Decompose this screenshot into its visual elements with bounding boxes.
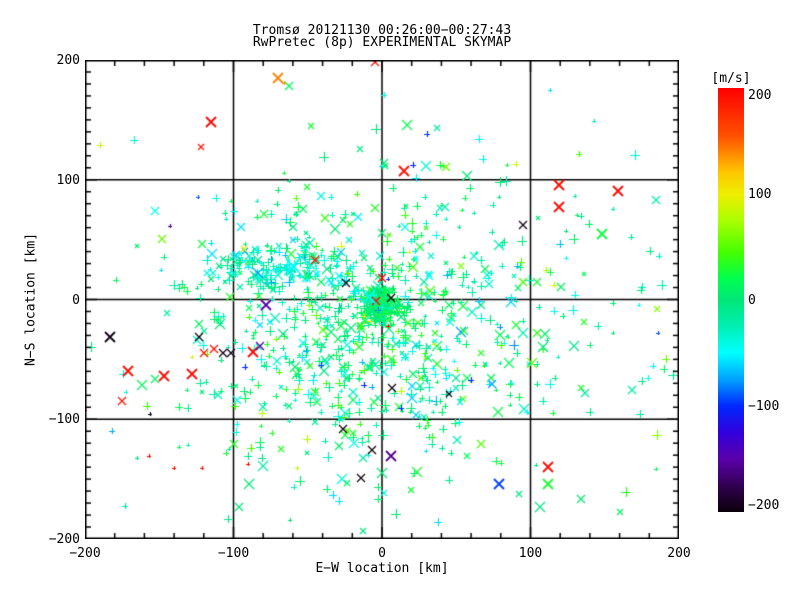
y-tick-label: 200 [56,53,80,68]
colorbar-gradient [718,88,744,512]
x-tick-label: 200 [667,546,691,561]
y-tick-label: 100 [56,172,80,188]
colorbar-tick-label: 100 [748,187,772,202]
y-tick-label: −100 [48,412,80,428]
colorbar-tick-label: 200 [748,88,772,103]
colorbar-tick-label: −100 [748,399,780,414]
colorbar-tick-label: −200 [748,498,780,513]
x-tick-label: −200 [69,546,101,561]
y-tick-label: 0 [72,292,80,308]
x-tick-label: −100 [217,546,250,561]
x-tick-label: 100 [518,546,543,561]
skymap-canvas [85,60,679,539]
x-axis-label: E−W location [km] [315,561,449,576]
figure-title-line2: RwPretec (8p) EXPERIMENTAL SKYMAP [252,35,512,50]
figure-title-line1: Tromsø 20121130 00:26:00−00:27:43 [252,23,512,38]
colorbar-unit-label: [m/s] [711,71,751,86]
x-tick-label: 0 [378,546,386,561]
colorbar-tick-label: 0 [748,293,756,308]
y-tick-label: −200 [48,532,80,547]
